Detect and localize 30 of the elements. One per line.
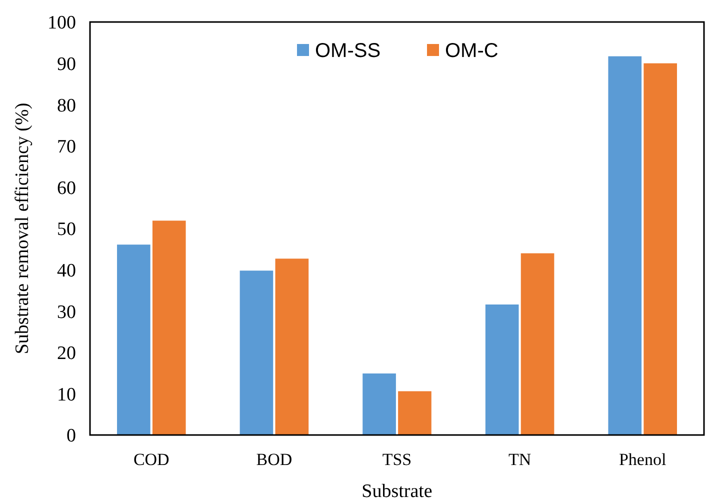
bar — [117, 244, 150, 435]
legend-label: OM-SS — [315, 40, 381, 62]
y-tick-label: 0 — [66, 426, 76, 447]
y-tick-label: 60 — [57, 178, 76, 199]
bar — [644, 63, 677, 435]
x-tick-label: TSS — [382, 450, 412, 469]
x-tick-label: BOD — [256, 450, 292, 469]
bar — [485, 304, 519, 435]
y-tick-label: 20 — [57, 343, 76, 364]
y-tick-label: 30 — [57, 302, 76, 323]
x-tick-label: Phenol — [618, 450, 666, 469]
y-tick-label: 10 — [57, 384, 76, 406]
y-tick-label: 70 — [57, 136, 76, 158]
y-axis-title: Substrate removal efficiency (%) — [12, 102, 33, 354]
y-tick-label: 100 — [48, 12, 76, 34]
bar — [520, 253, 554, 435]
y-tick-label: 50 — [57, 219, 76, 240]
legend-label: OM-C — [445, 40, 498, 62]
bar — [275, 258, 309, 435]
bar — [240, 270, 274, 435]
x-axis-title: Substrate — [362, 481, 432, 502]
x-tick-label: COD — [133, 450, 170, 469]
bar — [362, 373, 396, 435]
y-tick-label: 90 — [57, 54, 76, 75]
bar — [398, 391, 432, 435]
bar — [152, 220, 186, 435]
y-tick-label: 40 — [57, 260, 76, 282]
bar — [608, 56, 642, 435]
y-tick-label: 80 — [57, 95, 76, 116]
x-tick-label: TN — [508, 450, 532, 469]
